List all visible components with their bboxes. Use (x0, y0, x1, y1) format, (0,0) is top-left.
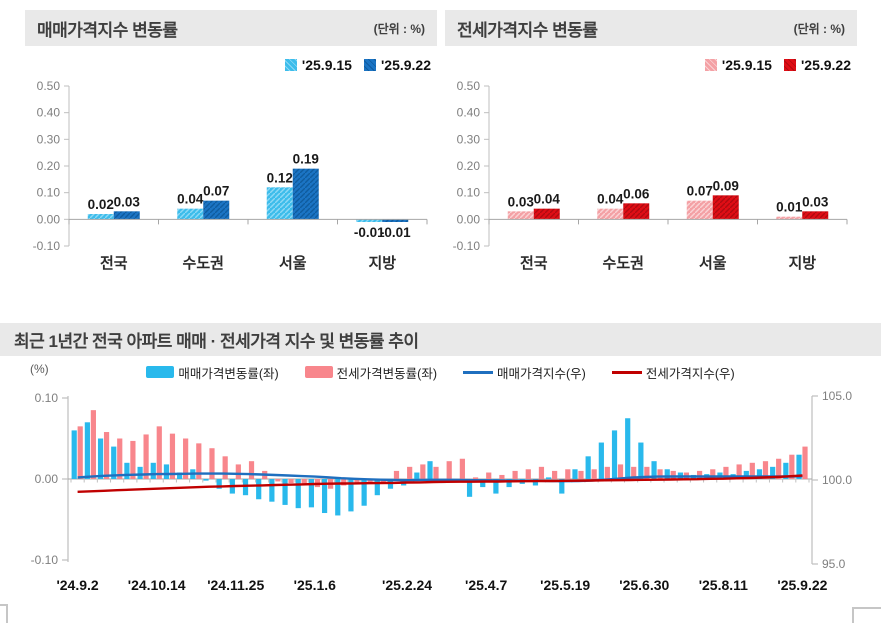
svg-text:수도권: 수도권 (183, 254, 224, 272)
svg-text:지방: 지방 (368, 254, 396, 272)
sale-price-index-panel: 매매가격지수 변동률 (단위 : %) '25.9.15 '25.9.22 0.5… (25, 10, 437, 295)
trend-section-title: 최근 1년간 전국 아파트 매매 · 전세가격 지수 및 변동률 추이 (14, 332, 419, 351)
legend-label: '25.9.15 (301, 57, 352, 73)
svg-text:0.19: 0.19 (293, 152, 319, 167)
sale-panel-header: 매매가격지수 변동률 (단위 : %) (25, 10, 437, 46)
legend-label: 매매가격지수(우) (497, 366, 586, 381)
cutoff-table-corner-right (852, 607, 881, 623)
jeonse-panel-header: 전세가격지수 변동률 (단위 : %) (445, 10, 857, 46)
legend-item: 전세가격변동률(좌) (304, 363, 437, 382)
legend-item: '25.9.22 (783, 57, 851, 73)
legend-item: '25.9.22 (363, 57, 431, 73)
svg-text:0.04: 0.04 (597, 192, 624, 207)
svg-text:-0.10: -0.10 (453, 239, 481, 253)
svg-text:0.03: 0.03 (114, 194, 141, 209)
legend-line-swatch-icon (463, 370, 493, 374)
legend-label: 전세가격지수(우) (645, 366, 735, 381)
svg-text:0.04: 0.04 (177, 192, 204, 207)
svg-text:0.40: 0.40 (457, 106, 481, 120)
legend-swatch-icon (363, 59, 376, 71)
svg-text:전국: 전국 (520, 255, 548, 272)
svg-text:0.07: 0.07 (687, 184, 713, 199)
cutoff-table-corner-left (0, 604, 8, 623)
legend-swatch-icon (783, 59, 796, 71)
sale-panel-title: 매매가격지수 변동률 (37, 20, 178, 40)
svg-text:0.12: 0.12 (267, 170, 293, 185)
svg-text:-0.01: -0.01 (380, 225, 411, 240)
svg-text:0.00: 0.00 (37, 212, 61, 226)
svg-text:100.0: 100.0 (822, 473, 852, 487)
svg-text:0.10: 0.10 (457, 186, 481, 200)
svg-text:서울: 서울 (699, 255, 727, 272)
legend-bar-swatch-icon (146, 366, 175, 378)
x-axis-tick-label: '25.2.24 (382, 577, 433, 593)
svg-text:0.20: 0.20 (457, 159, 481, 173)
trend-x-axis-labels: '24.9.2 '24.10.14 '24.11.25 '25.1.6 '25.2.24… (0, 577, 881, 597)
svg-text:지방: 지방 (788, 254, 816, 272)
svg-text:0.04: 0.04 (534, 192, 561, 207)
svg-text:0.50: 0.50 (37, 79, 61, 93)
left-axis-unit-label: (%) (30, 362, 49, 376)
legend-swatch-icon (284, 59, 297, 71)
svg-text:서울: 서울 (279, 255, 307, 272)
x-axis-tick-label: '25.1.6 (293, 577, 336, 593)
svg-text:95.0: 95.0 (822, 557, 846, 571)
x-axis-tick-label: '24.11.25 (207, 577, 265, 593)
sale-bar-chart: 0.50 0.40 0.30 0.20 0.10 0.00 -0.10 0.02 0.03 전국 0… (25, 78, 437, 295)
jeonse-chart-legend: '25.9.15 '25.9.22 (445, 56, 857, 74)
legend-item: 매매가격지수(우) (463, 363, 586, 382)
legend-item: '25.9.15 (284, 57, 352, 73)
svg-text:0.10: 0.10 (37, 186, 61, 200)
svg-text:-0.01: -0.01 (354, 225, 385, 240)
x-axis-tick-label: '25.8.11 (698, 577, 748, 593)
svg-text:0.09: 0.09 (713, 178, 739, 193)
svg-text:전국: 전국 (100, 255, 128, 272)
legend-item: 매매가격변동률(좌) (146, 363, 279, 382)
legend-label: '25.9.22 (800, 57, 851, 73)
legend-label: '25.9.15 (721, 57, 772, 73)
svg-text:0.20: 0.20 (37, 159, 61, 173)
jeonse-unit-label: (단위 : %) (793, 21, 845, 36)
legend-line-swatch-icon (611, 370, 642, 374)
jeonse-price-index-panel: 전세가격지수 변동률 (단위 : %) '25.9.15 '25.9.22 0.5… (445, 10, 857, 295)
jeonse-panel-title: 전세가격지수 변동률 (457, 20, 598, 40)
x-axis-tick-label: '25.9.22 (777, 577, 828, 593)
trend-legend-row: (%) 매매가격변동률(좌) 전세가격변동률(좌) 매매가격지수(우) 전세가격지수(… (0, 362, 881, 382)
sale-chart-legend: '25.9.15 '25.9.22 (25, 56, 437, 74)
legend-item: '25.9.15 (704, 57, 772, 73)
svg-text:105.0: 105.0 (822, 389, 852, 403)
svg-text:0.01: 0.01 (776, 200, 803, 215)
legend-label: 전세가격변동률(좌) (336, 366, 437, 381)
legend-bar-swatch-icon (304, 366, 333, 378)
trend-section-header: 최근 1년간 전국 아파트 매매 · 전세가격 지수 및 변동률 추이 (0, 323, 881, 356)
legend-label: '25.9.22 (380, 57, 431, 73)
x-axis-tick-label: '25.6.30 (619, 577, 670, 593)
svg-text:0.00: 0.00 (35, 472, 59, 486)
legend-label: 매매가격변동률(좌) (178, 366, 279, 381)
svg-text:-0.10: -0.10 (31, 553, 59, 567)
svg-text:0.10: 0.10 (35, 391, 59, 405)
x-axis-tick-label: '25.4.7 (464, 577, 508, 593)
x-axis-tick-label: '24.9.2 (56, 577, 99, 593)
legend-item: 전세가격지수(우) (611, 363, 735, 382)
jeonse-bar-chart: 0.50 0.40 0.30 0.20 0.10 0.00 -0.10 0.03 0.04 전국 0… (445, 78, 857, 295)
x-axis-tick-label: '25.5.19 (540, 577, 591, 593)
legend-swatch-icon (704, 59, 717, 71)
svg-text:0.06: 0.06 (623, 186, 650, 201)
svg-text:0.00: 0.00 (457, 212, 481, 226)
svg-text:0.40: 0.40 (37, 106, 61, 120)
svg-text:0.07: 0.07 (203, 184, 229, 199)
svg-text:0.50: 0.50 (457, 79, 481, 93)
svg-text:0.30: 0.30 (37, 132, 61, 146)
svg-text:0.02: 0.02 (88, 197, 114, 212)
trend-combo-chart: 0.10 0.00 -0.10 105.0 100.0 95.0 (0, 386, 881, 578)
trend-chart-legend: 매매가격변동률(좌) 전세가격변동률(좌) 매매가격지수(우) 전세가격지수(우) (146, 363, 735, 382)
svg-text:0.30: 0.30 (457, 132, 481, 146)
svg-text:수도권: 수도권 (603, 254, 644, 272)
svg-text:-0.10: -0.10 (33, 239, 61, 253)
sale-unit-label: (단위 : %) (373, 21, 425, 36)
svg-text:0.03: 0.03 (802, 194, 829, 209)
x-axis-tick-label: '24.10.14 (127, 577, 186, 593)
svg-text:0.03: 0.03 (508, 194, 535, 209)
